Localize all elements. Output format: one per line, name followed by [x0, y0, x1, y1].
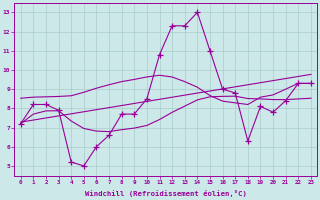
X-axis label: Windchill (Refroidissement éolien,°C): Windchill (Refroidissement éolien,°C): [85, 190, 247, 197]
